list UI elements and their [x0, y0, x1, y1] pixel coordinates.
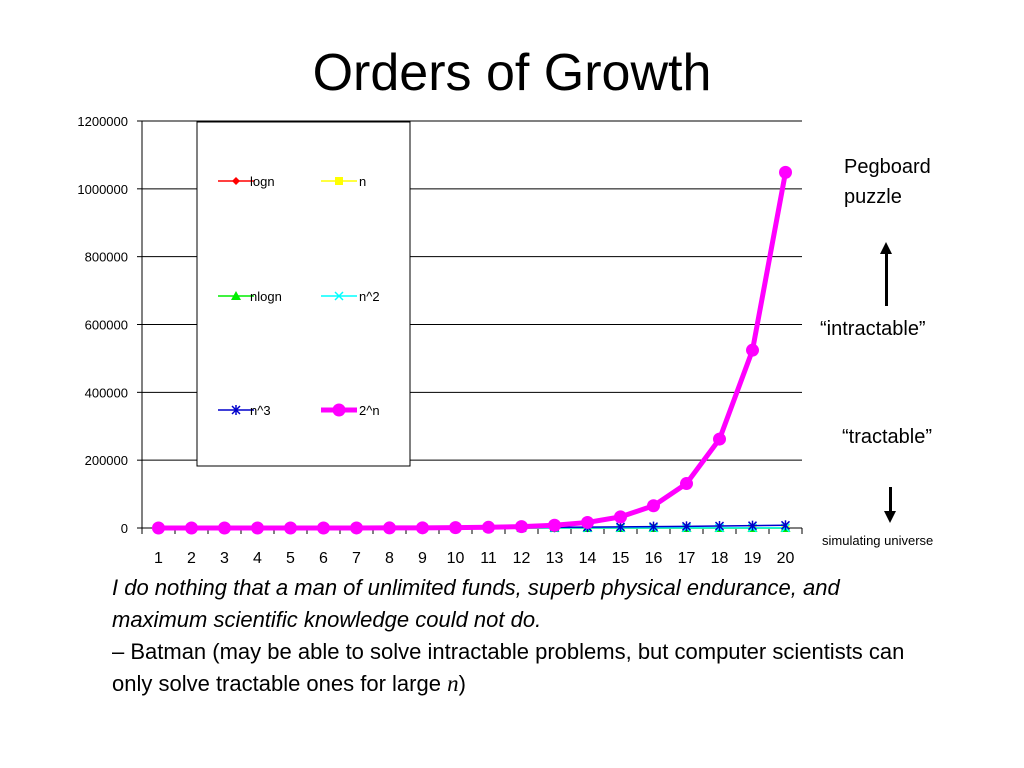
data-point-n^3 [747, 520, 758, 531]
data-point-2^n [746, 343, 759, 357]
x-tick-label: 2 [187, 550, 196, 567]
x-tick-label: 4 [253, 550, 262, 567]
legend-marker-logn [232, 177, 240, 185]
data-point-2^n [482, 520, 495, 534]
data-point-2^n [416, 521, 429, 535]
x-tick-label: 10 [447, 550, 465, 567]
arrow-up-icon [880, 242, 892, 306]
data-point-2^n [515, 520, 528, 534]
data-point-n^3 [780, 520, 791, 531]
data-point-2^n [713, 432, 726, 446]
simulating-universe-label: simulating universe [822, 533, 934, 548]
data-point-2^n [680, 477, 693, 491]
slide-title: Orders of Growth [312, 44, 712, 102]
data-point-n^3 [714, 521, 725, 532]
legend-entry-n^2: n^2 [321, 289, 380, 304]
x-tick-label: 5 [286, 550, 295, 567]
attribution-close: ) [458, 671, 466, 696]
legend-label-2^n: 2^n [359, 403, 380, 418]
data-point-2^n [581, 515, 594, 529]
legend-marker-n [335, 177, 343, 185]
legend-marker-n^3 [231, 405, 241, 415]
x-tick-label: 16 [645, 550, 663, 567]
x-tick-label: 15 [612, 550, 630, 567]
legend-entry-2^n: 2^n [321, 403, 380, 418]
x-tick-label: 7 [352, 550, 361, 567]
legend-box [196, 121, 411, 467]
series-lines [152, 165, 792, 535]
data-point-2^n [614, 510, 627, 524]
x-tick-label: 14 [579, 550, 597, 567]
legend-label-nlogn: nlogn [250, 289, 282, 304]
batman-quote: I do nothing that a man of unlimited fun… [112, 572, 922, 700]
x-tick-label: 11 [480, 550, 497, 567]
x-tick-label: 9 [418, 550, 427, 567]
x-tick-label: 8 [385, 550, 394, 567]
attribution-text: – Batman (may be able to solve intractab… [112, 639, 905, 696]
legend-entry-n^3: n^3 [218, 403, 271, 418]
attribution-var: n [447, 671, 459, 696]
quote-text: I do nothing that a man of unlimited fun… [112, 575, 840, 632]
x-tick-label: 1 [154, 550, 163, 567]
data-point-n^3 [615, 521, 626, 532]
legend-marker-2^n [332, 403, 346, 417]
x-tick-label: 17 [678, 550, 696, 567]
x-tick-label: 6 [319, 550, 328, 567]
x-tick-label: 3 [220, 550, 229, 567]
data-point-2^n [185, 521, 198, 535]
legend: logn n nlogn n^2 n^3 2^n [196, 121, 411, 467]
pegboard-puzzle-label: Pegboard puzzle [844, 156, 931, 208]
legend-entry-nlogn: nlogn [218, 289, 282, 304]
legend-marker-nlogn [231, 291, 241, 300]
x-tick-label: 19 [744, 550, 762, 567]
data-point-2^n [350, 521, 363, 535]
legend-marker-n^2 [334, 291, 344, 301]
legend-label-n^2: n^2 [359, 289, 380, 304]
x-tick-label: 13 [546, 550, 564, 567]
tractable-label: “tractable” [842, 426, 933, 448]
data-point-2^n [383, 521, 396, 535]
x-tick-label: 18 [711, 550, 729, 567]
data-point-2^n [548, 518, 561, 532]
data-point-2^n [284, 521, 297, 535]
data-point-2^n [218, 521, 231, 535]
quote-attribution: – Batman (may be able to solve intractab… [112, 636, 922, 700]
data-point-2^n [449, 521, 462, 535]
data-point-2^n [317, 521, 330, 535]
arrow-down-icon [884, 487, 896, 523]
y-tick-label: 200000 [85, 453, 128, 468]
y-tick-label: 600000 [85, 318, 128, 333]
legend-label-n^3: n^3 [250, 403, 271, 418]
legend-entry-logn: logn [218, 174, 275, 189]
data-point-2^n [251, 521, 264, 535]
data-point-n^3 [681, 521, 692, 532]
legend-label-logn: logn [250, 174, 275, 189]
data-point-2^n [647, 499, 660, 513]
y-tick-label: 800000 [85, 250, 128, 265]
data-point-2^n [779, 165, 792, 179]
legend-entry-n: n [321, 174, 366, 189]
y-tick-label: 400000 [85, 385, 128, 400]
tick-labels: 0 200000 400000 600000 800000 1000000 1200000 1… [77, 114, 794, 567]
y-tick-label: 1000000 [77, 182, 128, 197]
intractable-label: “intractable” [820, 318, 926, 340]
series-2^n [152, 165, 792, 535]
x-tick-label: 20 [777, 550, 795, 567]
data-point-n^3 [648, 521, 659, 532]
y-tick-label: 1200000 [77, 114, 128, 129]
y-tick-label: 0 [121, 521, 128, 536]
legend-label-n: n [359, 174, 366, 189]
data-point-2^n [152, 521, 165, 535]
x-tick-label: 12 [513, 550, 531, 567]
